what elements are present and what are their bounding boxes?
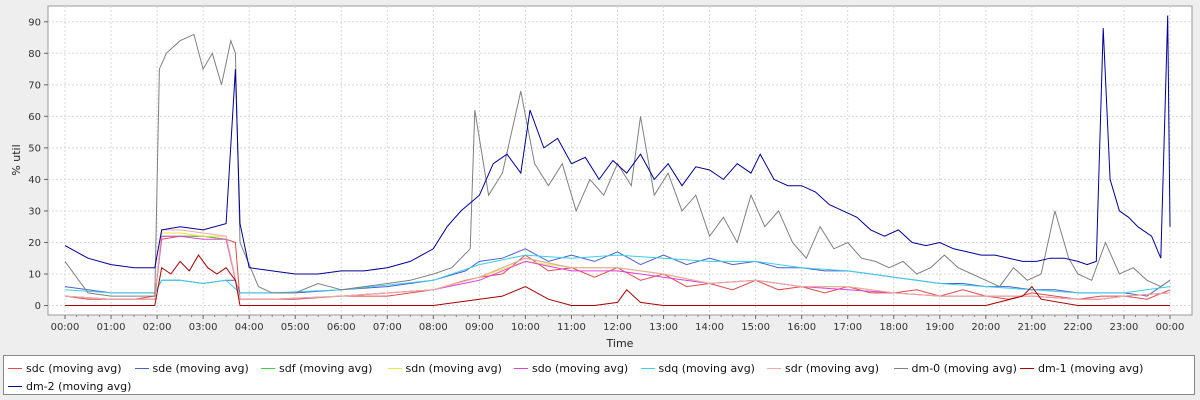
y-tick-label: 10: [28, 270, 41, 281]
legend-label: sdo (moving avg): [532, 362, 629, 375]
x-tick-label: 22:00: [1064, 322, 1093, 333]
legend-label: sde (moving avg): [152, 362, 249, 375]
legend-item: sde (moving avg): [134, 362, 249, 375]
legend-label: dm-2 (moving avg): [26, 380, 132, 393]
legend-swatch: [8, 368, 22, 369]
x-tick-label: 16:00: [787, 322, 816, 333]
series-layer: [64, 15, 1171, 306]
legend-item: sdn (moving avg): [387, 362, 502, 375]
x-tick-label: 12:00: [603, 322, 632, 333]
x-tick-label: 10:00: [511, 322, 540, 333]
x-tick-label: 00:00: [1156, 322, 1185, 333]
x-tick-label: 11:00: [557, 322, 586, 333]
axes: 0 10 20 30 40 50 60 70 80 90 00:00 01:00 02:00 03:00 0…: [28, 17, 1184, 333]
x-tick-label: 23:00: [1110, 322, 1139, 333]
y-tick-label: 60: [28, 112, 41, 123]
series-line-dm-2: [64, 15, 1171, 275]
x-tick-label: 08:00: [419, 322, 448, 333]
x-tick-label: 17:00: [833, 322, 862, 333]
x-tick-label: 18:00: [879, 322, 908, 333]
x-tick-label: 04:00: [235, 322, 264, 333]
legend-swatch: [514, 368, 528, 369]
series-line-dm-0: [64, 33, 1171, 297]
legend-swatch: [767, 368, 781, 369]
x-tick-label: 01:00: [97, 322, 126, 333]
legend-item: dm-2 (moving avg): [8, 380, 131, 393]
y-tick-label: 80: [28, 49, 41, 60]
y-tick-label: 50: [28, 143, 41, 154]
legend-swatch: [387, 368, 402, 369]
legend-swatch: [640, 368, 655, 369]
legend-swatch: [261, 368, 275, 369]
x-tick-label: 03:00: [189, 322, 218, 333]
y-tick-label: 0: [35, 301, 41, 312]
x-tick-label: 20:00: [971, 322, 1000, 333]
series-line-dm-1: [65, 254, 1170, 306]
legend-label: sdr (moving avg): [785, 362, 880, 375]
x-tick-label: 21:00: [1017, 322, 1046, 333]
plot-background: [47, 5, 1193, 316]
legend-item: sdr (moving avg): [767, 362, 879, 375]
x-tick-label: 19:00: [925, 322, 954, 333]
legend-item: sdc (moving avg): [8, 362, 122, 375]
x-tick-label: 09:00: [465, 322, 494, 333]
legend-label: sdn (moving avg): [405, 362, 502, 375]
y-axis-title: % util: [10, 144, 23, 175]
x-tick-label: 02:00: [143, 322, 172, 333]
x-axis-title: Time: [606, 337, 634, 350]
legend-item: sdf (moving avg): [261, 362, 372, 375]
y-tick-label: 70: [28, 80, 41, 91]
legend: sdc (moving avg) sde (moving avg) sdf (mov…: [3, 355, 1195, 395]
x-tick-label: 15:00: [741, 322, 770, 333]
legend-swatch: [8, 386, 22, 387]
y-tick-label: 90: [28, 17, 41, 28]
y-tick-label: 30: [28, 206, 41, 217]
legend-label: sdf (moving avg): [279, 362, 373, 375]
legend-item: sdo (moving avg): [514, 362, 628, 375]
legend-label: sdc (moving avg): [26, 362, 122, 375]
x-tick-label: 00:00: [51, 322, 80, 333]
line-chart: 0 10 20 30 40 50 60 70 80 90 00:00 01:00 02:00 03:00 0…: [10, 5, 1193, 350]
legend-item: sdq (moving avg): [640, 362, 755, 375]
legend-label: dm-0 (moving avg): [911, 362, 1017, 375]
series-line-sdq: [64, 254, 1171, 294]
x-tick-label: 05:00: [281, 322, 310, 333]
y-tick-label: 40: [28, 175, 41, 186]
legend-label: sdq (moving avg): [658, 362, 755, 375]
y-tick-label: 20: [28, 238, 41, 249]
legend-item: dm-0 (moving avg): [893, 362, 1017, 375]
x-tick-label: 13:00: [649, 322, 678, 333]
legend-swatch: [134, 368, 149, 369]
legend-swatch: [1020, 368, 1034, 369]
legend-item: dm-1 (moving avg): [1020, 362, 1143, 375]
legend-label: dm-1 (moving avg): [1038, 362, 1144, 375]
x-tick-label: 14:00: [695, 322, 724, 333]
series-line-sdr: [64, 229, 1171, 300]
x-tick-label: 06:00: [327, 322, 356, 333]
x-tick-label: 07:00: [373, 322, 402, 333]
legend-swatch: [893, 368, 908, 369]
